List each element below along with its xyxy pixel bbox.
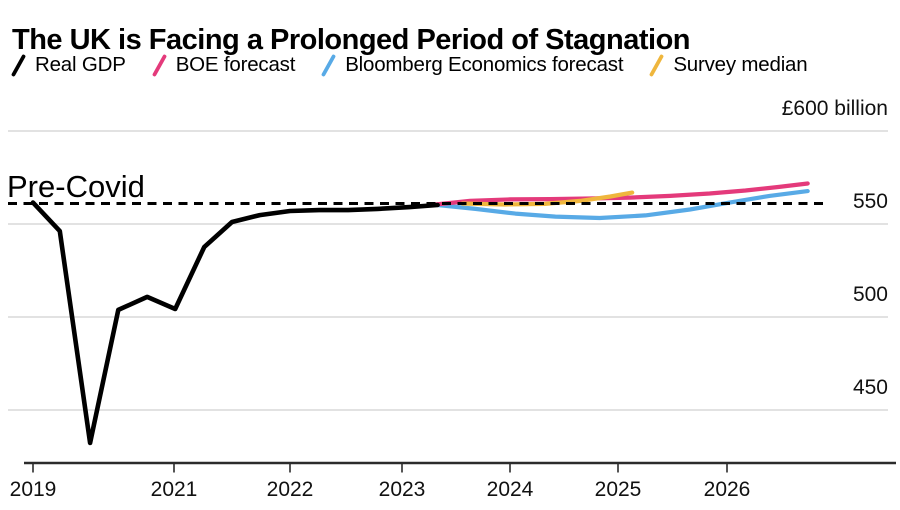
slash-icon	[152, 54, 167, 76]
series-line-survey-median	[460, 190, 635, 207]
legend-item-boe-forecast: BOE forecast	[152, 53, 296, 77]
x-tick-label: 2023	[379, 478, 426, 501]
x-tick-label: 2026	[704, 478, 751, 501]
slash-icon	[321, 54, 336, 76]
y-tick-label: 550	[853, 190, 888, 213]
x-tick-label: 2019	[10, 478, 57, 501]
y-tick-label: 500	[853, 283, 888, 306]
x-tick-label: 2025	[595, 478, 642, 501]
legend-label: Survey median	[673, 53, 808, 76]
chart-legend: Real GDP BOE forecast Bloomberg Economics …	[11, 53, 808, 77]
series-line-real-gdp	[30, 200, 440, 446]
legend-label: BOE forecast	[175, 53, 296, 76]
x-tick-label: 2024	[487, 478, 534, 501]
series-line-bloomberg-economics-forecast	[435, 189, 810, 221]
y-tick-label: 450	[853, 376, 888, 399]
legend-label: Bloomberg Economics forecast	[345, 53, 624, 76]
legend-item-survey-median: Survey median	[649, 53, 808, 77]
legend-item-bloomberg-economics-forecast: Bloomberg Economics forecast	[321, 53, 624, 77]
series-line-boe-forecast	[433, 181, 810, 207]
slash-icon	[11, 54, 26, 76]
precovid-label: Pre-Covid	[7, 169, 145, 204]
chart-title: The UK is Facing a Prolonged Period of S…	[12, 24, 691, 57]
legend-label: Real GDP	[35, 53, 126, 76]
y-tick-label: £600 billion	[782, 97, 888, 120]
x-tick-label: 2021	[151, 478, 198, 501]
x-tick-label: 2022	[267, 478, 314, 501]
legend-item-real-gdp: Real GDP	[11, 53, 126, 77]
slash-icon	[649, 54, 664, 76]
